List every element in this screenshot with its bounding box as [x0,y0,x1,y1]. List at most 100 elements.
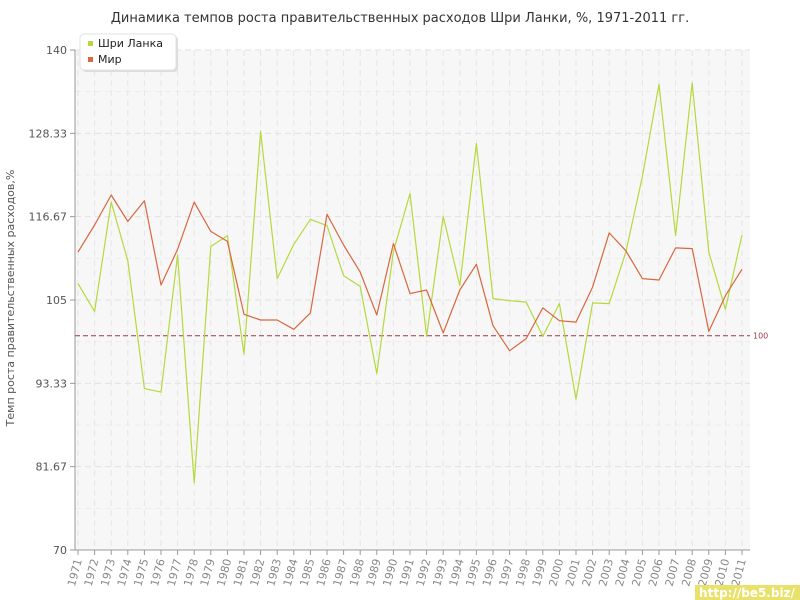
data-point [309,312,311,314]
watermark: http://be5.biz/ [695,585,800,600]
data-point [160,391,162,393]
data-point [127,260,129,262]
data-point [608,232,610,234]
data-point [210,230,212,232]
data-point [724,308,726,310]
data-point [376,314,378,316]
data-point [508,350,510,352]
data-point [359,285,361,287]
data-point [110,201,112,203]
data-point [542,307,544,309]
data-point [259,130,261,132]
data-point [193,482,195,484]
data-point [724,295,726,297]
data-point [674,235,676,237]
data-point [409,292,411,294]
data-point [558,302,560,304]
watermark-text: http://be5.biz/ [699,586,795,600]
data-point [741,268,743,270]
reference-line-label: 100 [753,332,768,341]
data-point [459,285,461,287]
legend-item[interactable]: Мир [98,53,122,66]
data-point [475,263,477,265]
data-point [127,220,129,222]
legend-item[interactable]: Шри Ланка [98,37,163,50]
data-point [376,372,378,374]
y-tick-labels: 70 81.67 93.33 105 116.67 128.33 140 [29,44,75,557]
watermark-background [695,585,800,600]
y-tick-label: 140 [46,44,67,57]
data-point [591,286,593,288]
data-point [392,242,394,244]
data-point [77,282,79,284]
y-tick-label: 128.33 [29,127,68,140]
series-line-sri-lanka [77,82,743,484]
data-point [226,240,228,242]
data-point [176,248,178,250]
data-point [409,192,411,194]
data-point [741,234,743,236]
data-point [674,247,676,249]
data-point [525,337,527,339]
data-point [293,328,295,330]
data-point [193,201,195,203]
legend-box [79,33,177,71]
data-point [342,244,344,246]
data-point [442,215,444,217]
data-point [210,245,212,247]
data-point [425,335,427,337]
legend[interactable]: Шри Ланка Мир [79,33,178,72]
data-point [176,254,178,256]
data-point [243,313,245,315]
data-point [542,335,544,337]
data-point [276,277,278,279]
y-tick-label: 93.33 [36,377,68,390]
reference-line-group: 100 [75,332,768,341]
data-point [93,310,95,312]
x-tick-labels: 1971197219731974197519761977197819791980… [65,550,749,588]
data-point [575,398,577,400]
data-point [442,332,444,334]
legend-swatch [88,41,93,46]
data-point [342,275,344,277]
data-point [326,213,328,215]
data-point [459,289,461,291]
data-point [326,225,328,227]
data-point [359,271,361,273]
data-point [641,277,643,279]
y-tick-label: 70 [53,544,67,557]
data-point [93,224,95,226]
data-point [658,83,660,85]
data-point [558,320,560,322]
data-point [691,82,693,84]
data-point [658,279,660,281]
data-point [708,251,710,253]
legend-swatch [88,57,93,62]
grid-lines [75,49,750,551]
data-point [143,200,145,202]
data-point [243,353,245,355]
data-point [492,325,494,327]
y-tick-label: 81.67 [36,461,68,474]
data-point [525,301,527,303]
y-tick-label: 116.67 [29,211,68,224]
data-point [226,235,228,237]
y-axis-label: Темп роста правительственных расходов,% [4,170,17,428]
data-point [575,321,577,323]
data-point [425,289,427,291]
data-point [508,300,510,302]
x-tick-label: 2011 [729,557,749,587]
data-point [276,319,278,321]
series-line-world [77,194,743,352]
chart-title: Динамика темпов роста правительственных … [111,11,689,26]
data-point [641,175,643,177]
data-point [110,194,112,196]
data-point [293,243,295,245]
data-point [77,251,79,253]
data-point [591,302,593,304]
data-point [309,218,311,220]
data-point [691,247,693,249]
data-point [708,330,710,332]
data-point [492,297,494,299]
